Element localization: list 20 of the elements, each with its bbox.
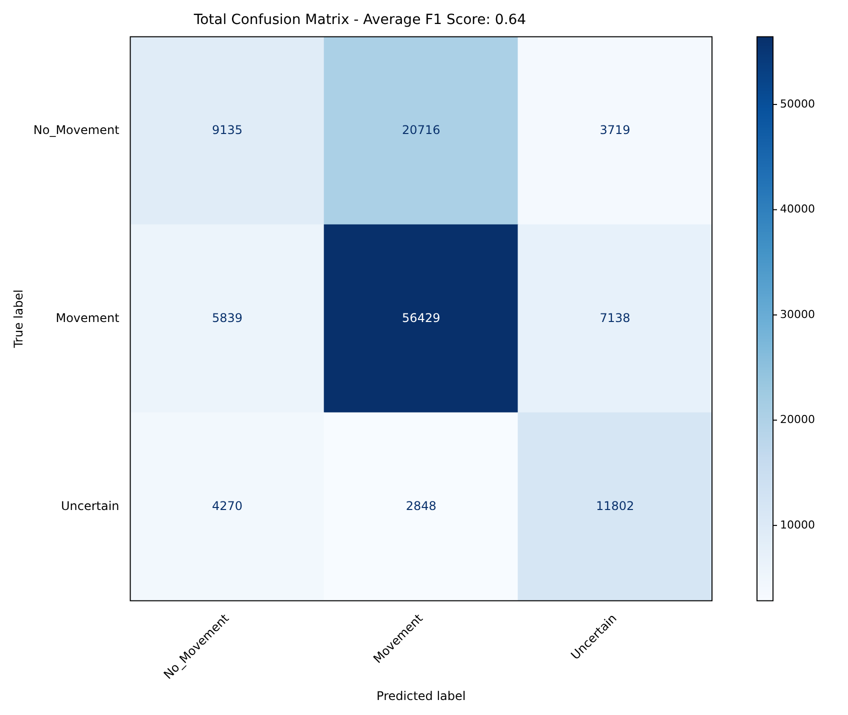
y-tick-label: No_Movement	[33, 122, 120, 137]
color-bar-label: 20000	[780, 413, 815, 426]
color-bar-label: 30000	[780, 308, 815, 321]
data-label: 3719	[600, 122, 630, 137]
data-label: 56429	[402, 310, 440, 325]
color-bar-label: 50000	[780, 97, 815, 110]
y-tick-label: Movement	[56, 310, 120, 325]
x-axis-title: Predicted label	[376, 688, 466, 703]
color-bar-label: 10000	[780, 518, 815, 532]
data-label: 9135	[212, 122, 243, 137]
data-label: 11802	[596, 498, 634, 513]
color-bar-label: 40000	[780, 202, 815, 216]
data-label: 7138	[600, 310, 630, 325]
data-label: 2848	[406, 498, 436, 513]
data-label: 20716	[402, 122, 440, 137]
data-label: 5839	[212, 310, 243, 325]
data-label: 4270	[212, 498, 243, 513]
chart-title: Total Confusion Matrix - Average F1 Score: 0.64	[192, 12, 526, 28]
y-axis-title: True label	[11, 290, 26, 349]
y-tick-label: Uncertain	[60, 498, 120, 513]
